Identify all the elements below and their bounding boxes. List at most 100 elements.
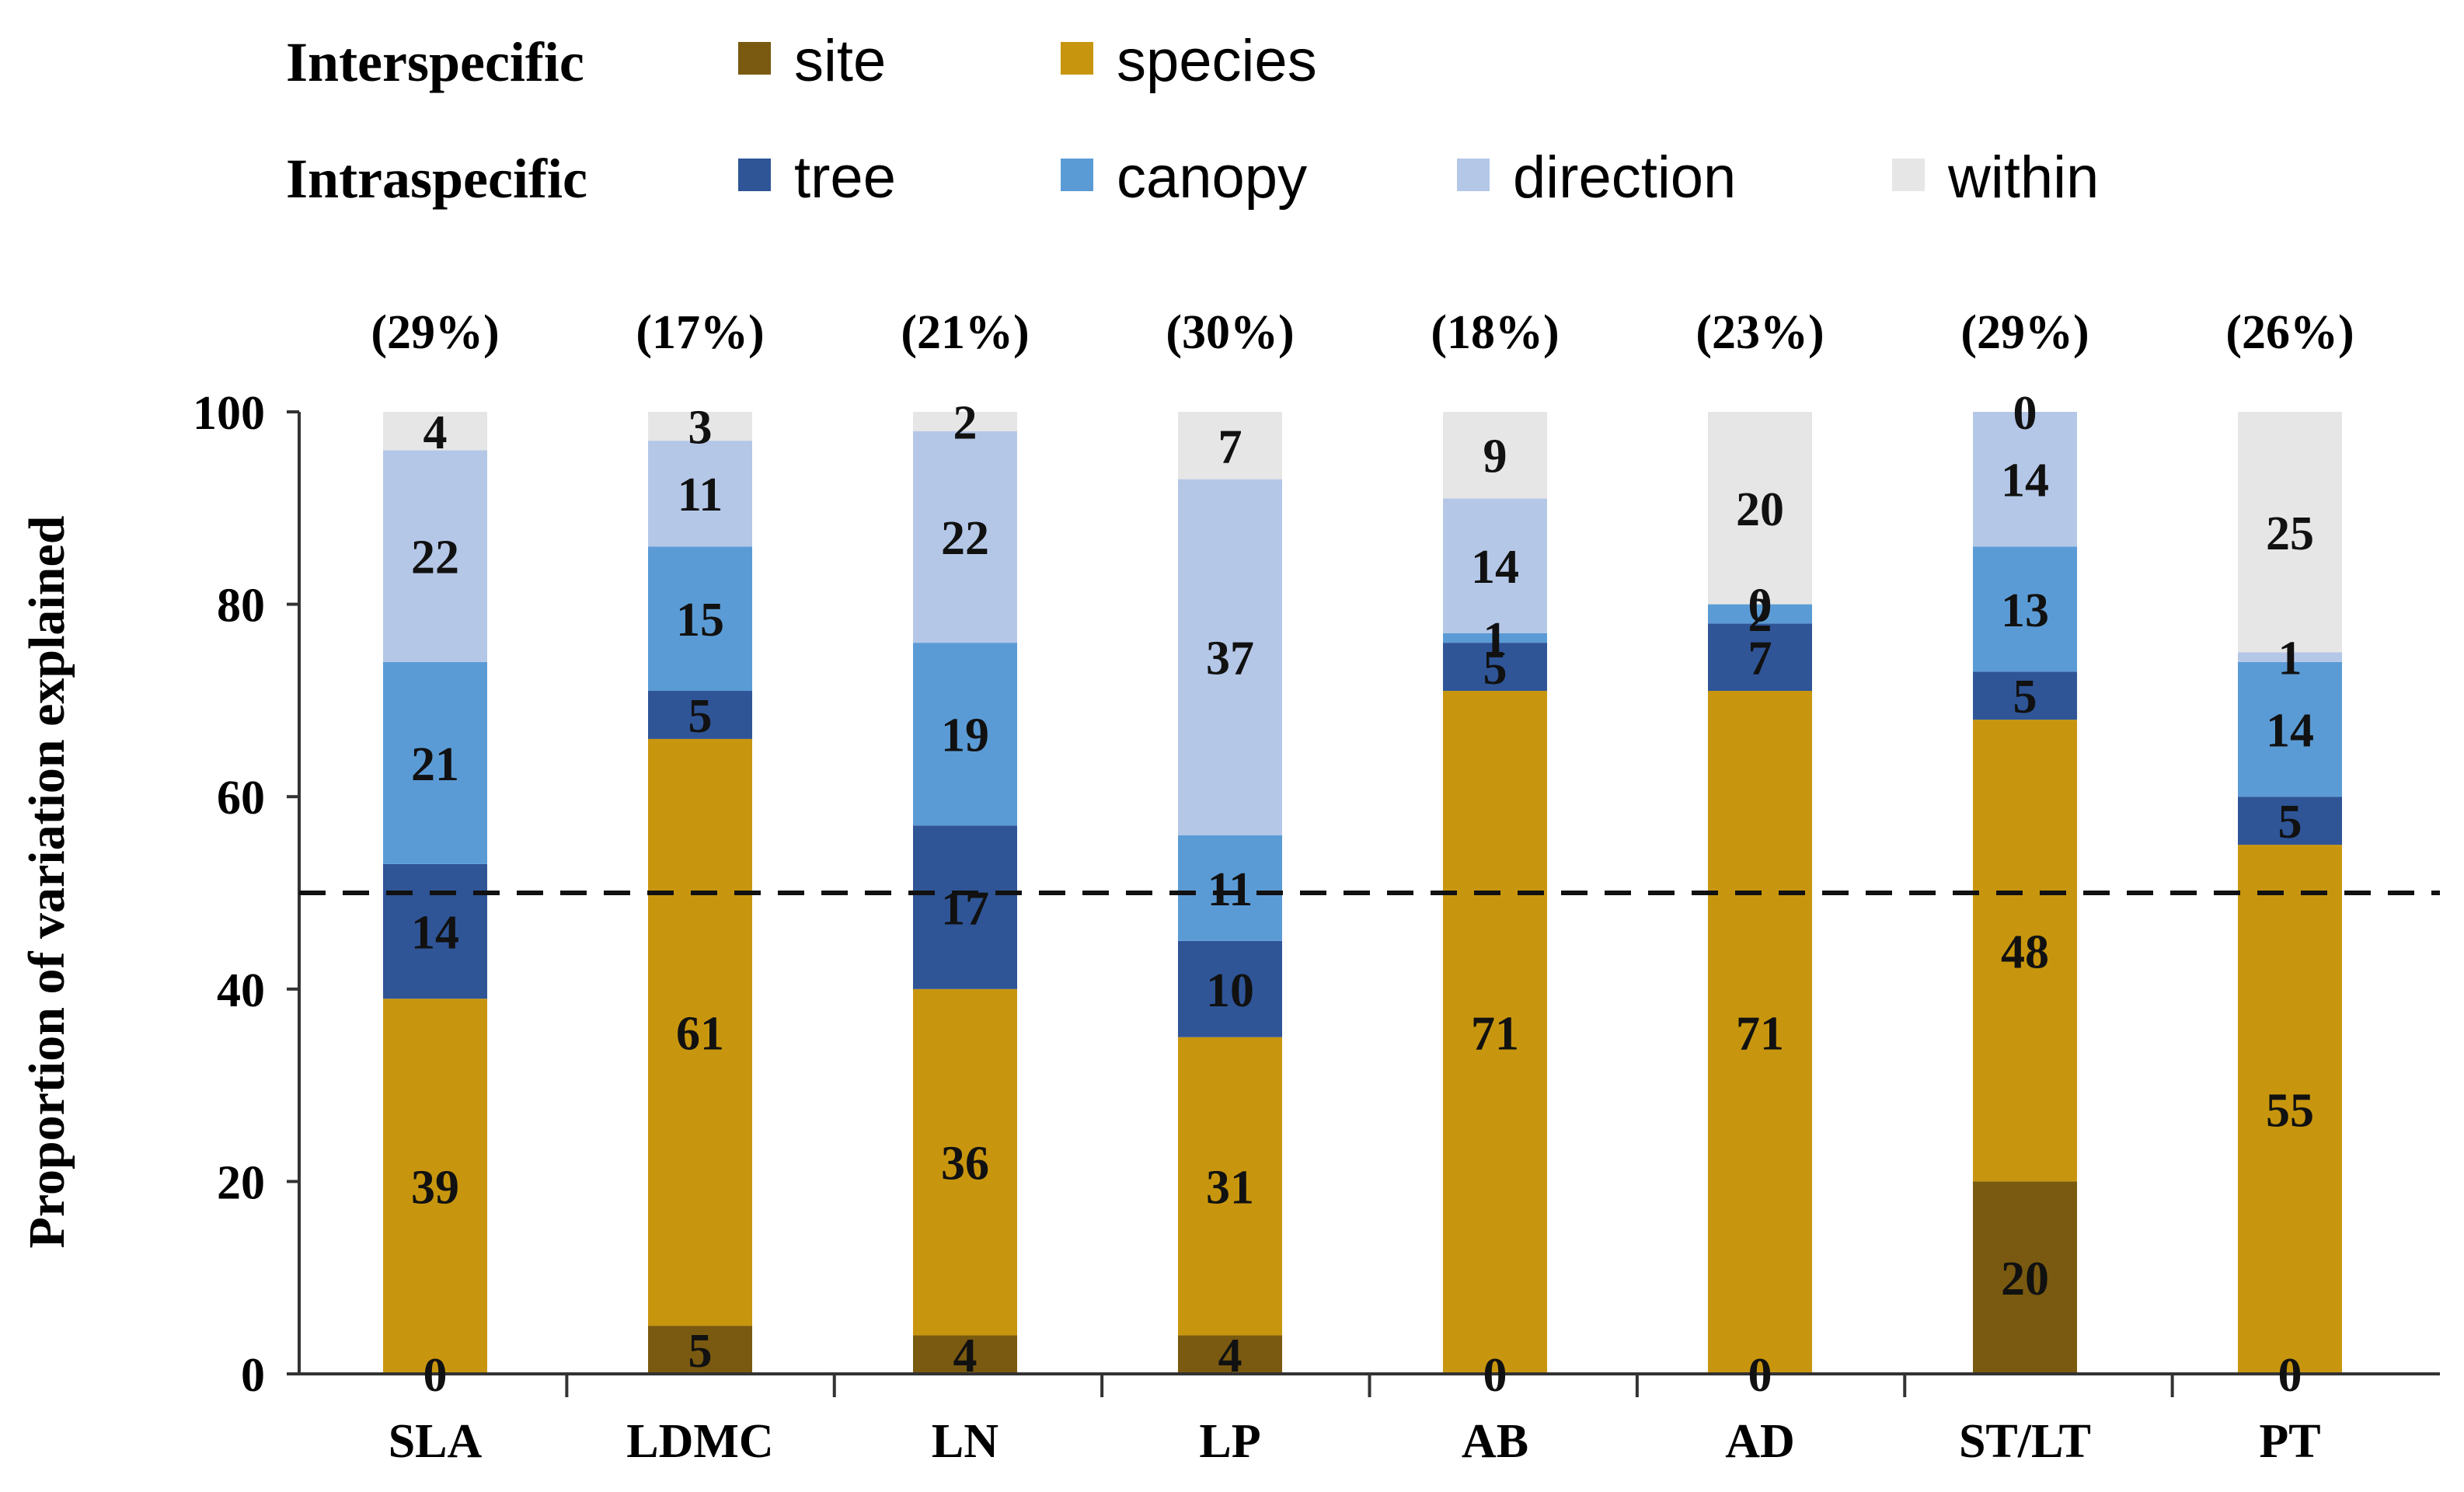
bar-ad-tree <box>1708 623 1812 692</box>
label-lp-site: 4 <box>1218 1330 1242 1382</box>
total-label-st-lt: (29%) <box>1960 306 2089 359</box>
legend-label-site: site <box>794 28 886 94</box>
total-label-sla: (29%) <box>371 306 499 359</box>
label-lp-tree: 10 <box>1206 964 1254 1017</box>
bar-sla-direction <box>383 450 487 662</box>
x-tick-label-ad: AD <box>1725 1415 1795 1468</box>
label-ldmc-within: 3 <box>688 402 713 455</box>
legend-swatch-direction <box>1457 159 1490 191</box>
label-lp-within: 7 <box>1218 420 1242 473</box>
label-pt-direction: 1 <box>2278 633 2302 685</box>
bar-lp-tree <box>1178 940 1282 1037</box>
bar-ln-within <box>913 412 1017 431</box>
total-label-lp: (30%) <box>1166 306 1294 359</box>
label-ad-site: 0 <box>1748 1349 1772 1402</box>
legend-swatch-canopy <box>1061 159 1093 191</box>
bar-pt-within <box>2238 412 2342 653</box>
bar-ad-within <box>1708 412 1812 605</box>
x-tick-label-ab: AB <box>1462 1415 1528 1468</box>
legend-swatch-species <box>1061 42 1093 75</box>
x-tick-label-ldmc: LDMC <box>626 1415 773 1468</box>
bar-st-lt-canopy <box>1973 546 2077 672</box>
bar-st-lt-species <box>1973 720 2077 1182</box>
label-lp-species: 31 <box>1206 1162 1254 1215</box>
bar-lp-within <box>1178 412 1282 479</box>
label-sla-species: 39 <box>411 1162 459 1215</box>
legend-label-direction: direction <box>1513 145 1736 211</box>
bar-ab-canopy <box>1443 633 1547 643</box>
total-label-ad: (23%) <box>1696 306 1824 359</box>
label-ldmc-tree: 5 <box>688 690 713 743</box>
legend-swatch-site <box>738 42 771 75</box>
label-ldmc-direction: 11 <box>678 469 723 521</box>
y-tick-label-60: 60 <box>217 772 265 824</box>
label-ldmc-site: 5 <box>688 1325 713 1378</box>
bar-ln-species <box>913 988 1017 1336</box>
label-st-lt-direction: 14 <box>2001 455 2049 507</box>
bar-ad-species <box>1708 691 1812 1374</box>
bar-ab-species <box>1443 691 1547 1374</box>
bar-pt-tree <box>2238 797 2342 845</box>
label-sla-canopy: 21 <box>411 738 459 791</box>
bar-ldmc-within <box>648 412 752 441</box>
label-st-lt-site: 20 <box>2001 1253 2049 1306</box>
label-ln-tree: 17 <box>941 883 989 936</box>
label-ab-within: 9 <box>1483 431 1507 483</box>
bar-st-lt-direction <box>1973 412 2077 547</box>
label-sla-within: 4 <box>423 406 448 459</box>
label-ldmc-species: 61 <box>676 1008 724 1061</box>
label-st-lt-within: 0 <box>2013 387 2037 440</box>
label-ab-canopy: 1 <box>1483 613 1507 666</box>
bar-pt-canopy <box>2238 661 2342 797</box>
label-ad-canopy: 2 <box>1748 589 1772 642</box>
label-pt-canopy: 14 <box>2266 705 2314 758</box>
bar-sla-species <box>383 999 487 1374</box>
bar-sla-canopy <box>383 661 487 864</box>
y-tick-label-40: 40 <box>217 964 265 1017</box>
label-ad-tree: 7 <box>1748 633 1772 685</box>
y-tick-label-100: 100 <box>193 387 265 440</box>
label-ad-within: 20 <box>1736 483 1784 536</box>
segment-labels: 0391421224561515113436171922243110113770… <box>411 387 2314 1402</box>
bar-pt-direction <box>2238 652 2342 662</box>
x-tick-label-lp: LP <box>1199 1415 1260 1468</box>
total-label-pt: (26%) <box>2225 306 2354 359</box>
label-sla-direction: 22 <box>411 532 459 584</box>
bar-st-lt-site <box>1973 1181 2077 1374</box>
bar-ldmc-canopy <box>648 546 752 692</box>
total-label-ln: (21%) <box>901 306 1029 359</box>
bar-ldmc-site <box>648 1326 752 1374</box>
bar-ab-direction <box>1443 498 1547 633</box>
label-lp-direction: 37 <box>1206 633 1254 685</box>
legend-label-canopy: canopy <box>1117 145 1307 211</box>
label-st-lt-species: 48 <box>2001 926 2049 978</box>
legend-title-interspecific: Interspecific <box>286 31 584 93</box>
label-ad-direction: 0 <box>1748 580 1772 633</box>
label-sla-site: 0 <box>423 1349 448 1402</box>
label-ldmc-canopy: 15 <box>676 594 724 647</box>
y-axis-label: Proportion of variation explained <box>19 516 75 1249</box>
bar-ln-tree <box>913 825 1017 989</box>
label-pt-within: 25 <box>2266 507 2314 560</box>
bar-lp-canopy <box>1178 835 1282 941</box>
x-tick-label-sla: SLA <box>389 1415 483 1468</box>
label-ad-species: 71 <box>1736 1008 1784 1061</box>
label-pt-species: 55 <box>2266 1085 2314 1138</box>
bar-lp-site <box>1178 1335 1282 1374</box>
legend-swatch-within <box>1892 159 1925 191</box>
bar-ln-direction <box>913 431 1017 643</box>
label-ab-direction: 14 <box>1471 541 1519 594</box>
x-tick-label-st-lt: ST/LT <box>1959 1415 2091 1468</box>
bar-total-labels: (29%) (17%) (21%) (30%) (18%) (23%) (29%) (26%) <box>371 306 2354 359</box>
bar-sla-within <box>383 412 487 451</box>
bar-ln-site <box>913 1335 1017 1374</box>
y-tick-label-80: 80 <box>217 580 265 633</box>
bars <box>383 412 2342 1374</box>
label-ab-site: 0 <box>1483 1349 1507 1402</box>
bar-pt-species <box>2238 845 2342 1374</box>
y-tick-label-20: 20 <box>217 1156 265 1209</box>
bar-ldmc-direction <box>648 441 752 547</box>
total-label-ab: (18%) <box>1431 306 1559 359</box>
